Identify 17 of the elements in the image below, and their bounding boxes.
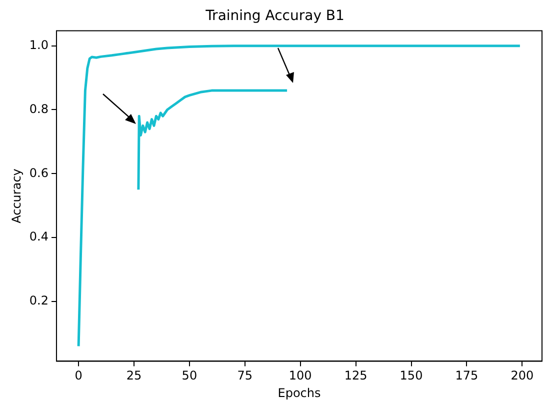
x-tick-label: 175 (455, 368, 478, 383)
x-tick-label: 25 (126, 368, 142, 383)
x-tick-label: 75 (237, 368, 253, 383)
x-tick-label: 125 (344, 368, 368, 383)
x-tick-label: 50 (182, 368, 198, 383)
y-tick-label: 0.4 (29, 230, 48, 244)
x-tick-label: 100 (288, 368, 312, 383)
x-tick-label: 200 (510, 368, 534, 383)
y-axis-title: Accuracy (9, 168, 24, 224)
y-tick-label: 0.8 (29, 102, 48, 116)
chart-title: Training Accuray B1 (204, 8, 344, 24)
y-tick-label: 0.6 (29, 166, 48, 180)
y-tick-label: 1.0 (29, 38, 48, 52)
x-tick-label: 150 (400, 368, 423, 383)
x-tick-label: 0 (74, 368, 82, 383)
y-tick-label: 0.2 (29, 294, 48, 308)
x-axis-title: Epochs (278, 386, 321, 400)
